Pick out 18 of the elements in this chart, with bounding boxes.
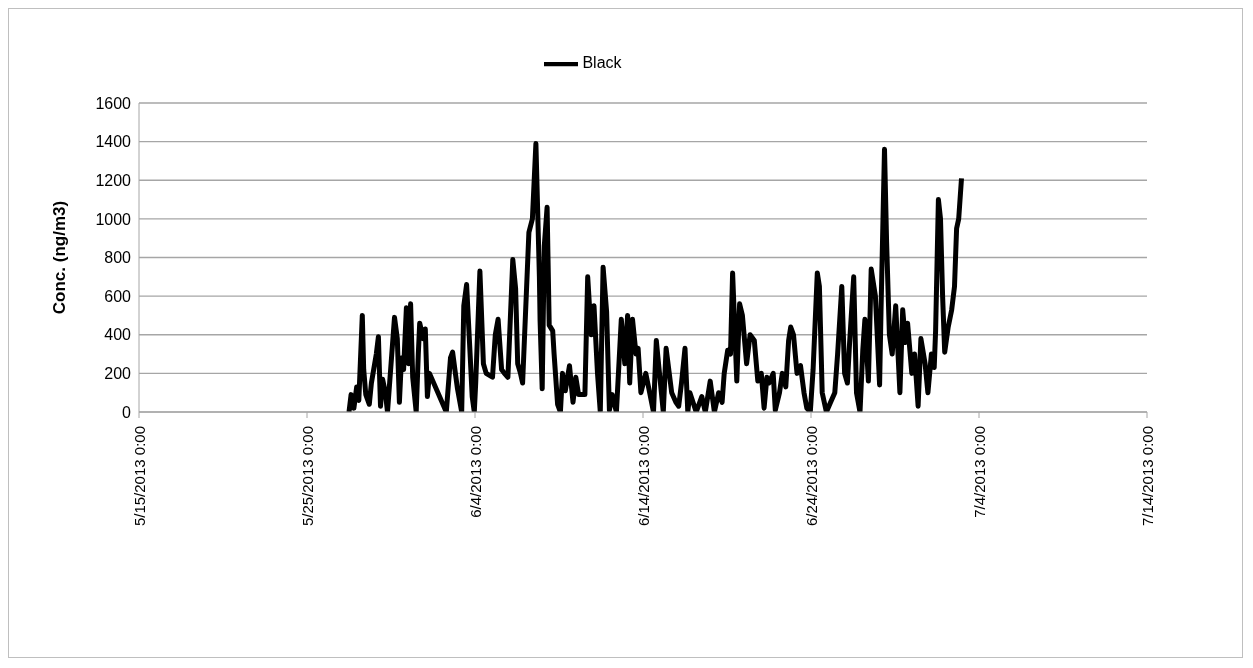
x-tick-label: 6/24/2013 0:00 (802, 426, 820, 527)
y-tick-label: 600 (104, 287, 132, 305)
x-tick-label: 6/4/2013 0:00 (466, 426, 484, 518)
y-tick-label: 800 (104, 249, 132, 267)
x-tick-label: 5/15/2013 0:00 (130, 426, 148, 527)
x-tick-label: 5/25/2013 0:00 (298, 426, 316, 527)
x-tick-label: 7/4/2013 0:00 (970, 426, 988, 518)
legend-label: Black (582, 54, 622, 72)
y-tick-label: 1200 (95, 171, 132, 189)
y-tick-label: 400 (104, 326, 132, 344)
y-tick-label: 1000 (95, 210, 132, 228)
x-tick-label: 6/14/2013 0:00 (634, 426, 652, 527)
x-tick-label: 7/14/2013 0:00 (1138, 426, 1156, 527)
y-tick-label: 200 (104, 365, 132, 383)
y-tick-label: 1400 (95, 133, 132, 151)
y-axis-title: Conc. (ng/m3) (50, 200, 70, 315)
y-tick-label: 0 (122, 403, 132, 421)
y-tick-label: 1600 (95, 94, 132, 112)
